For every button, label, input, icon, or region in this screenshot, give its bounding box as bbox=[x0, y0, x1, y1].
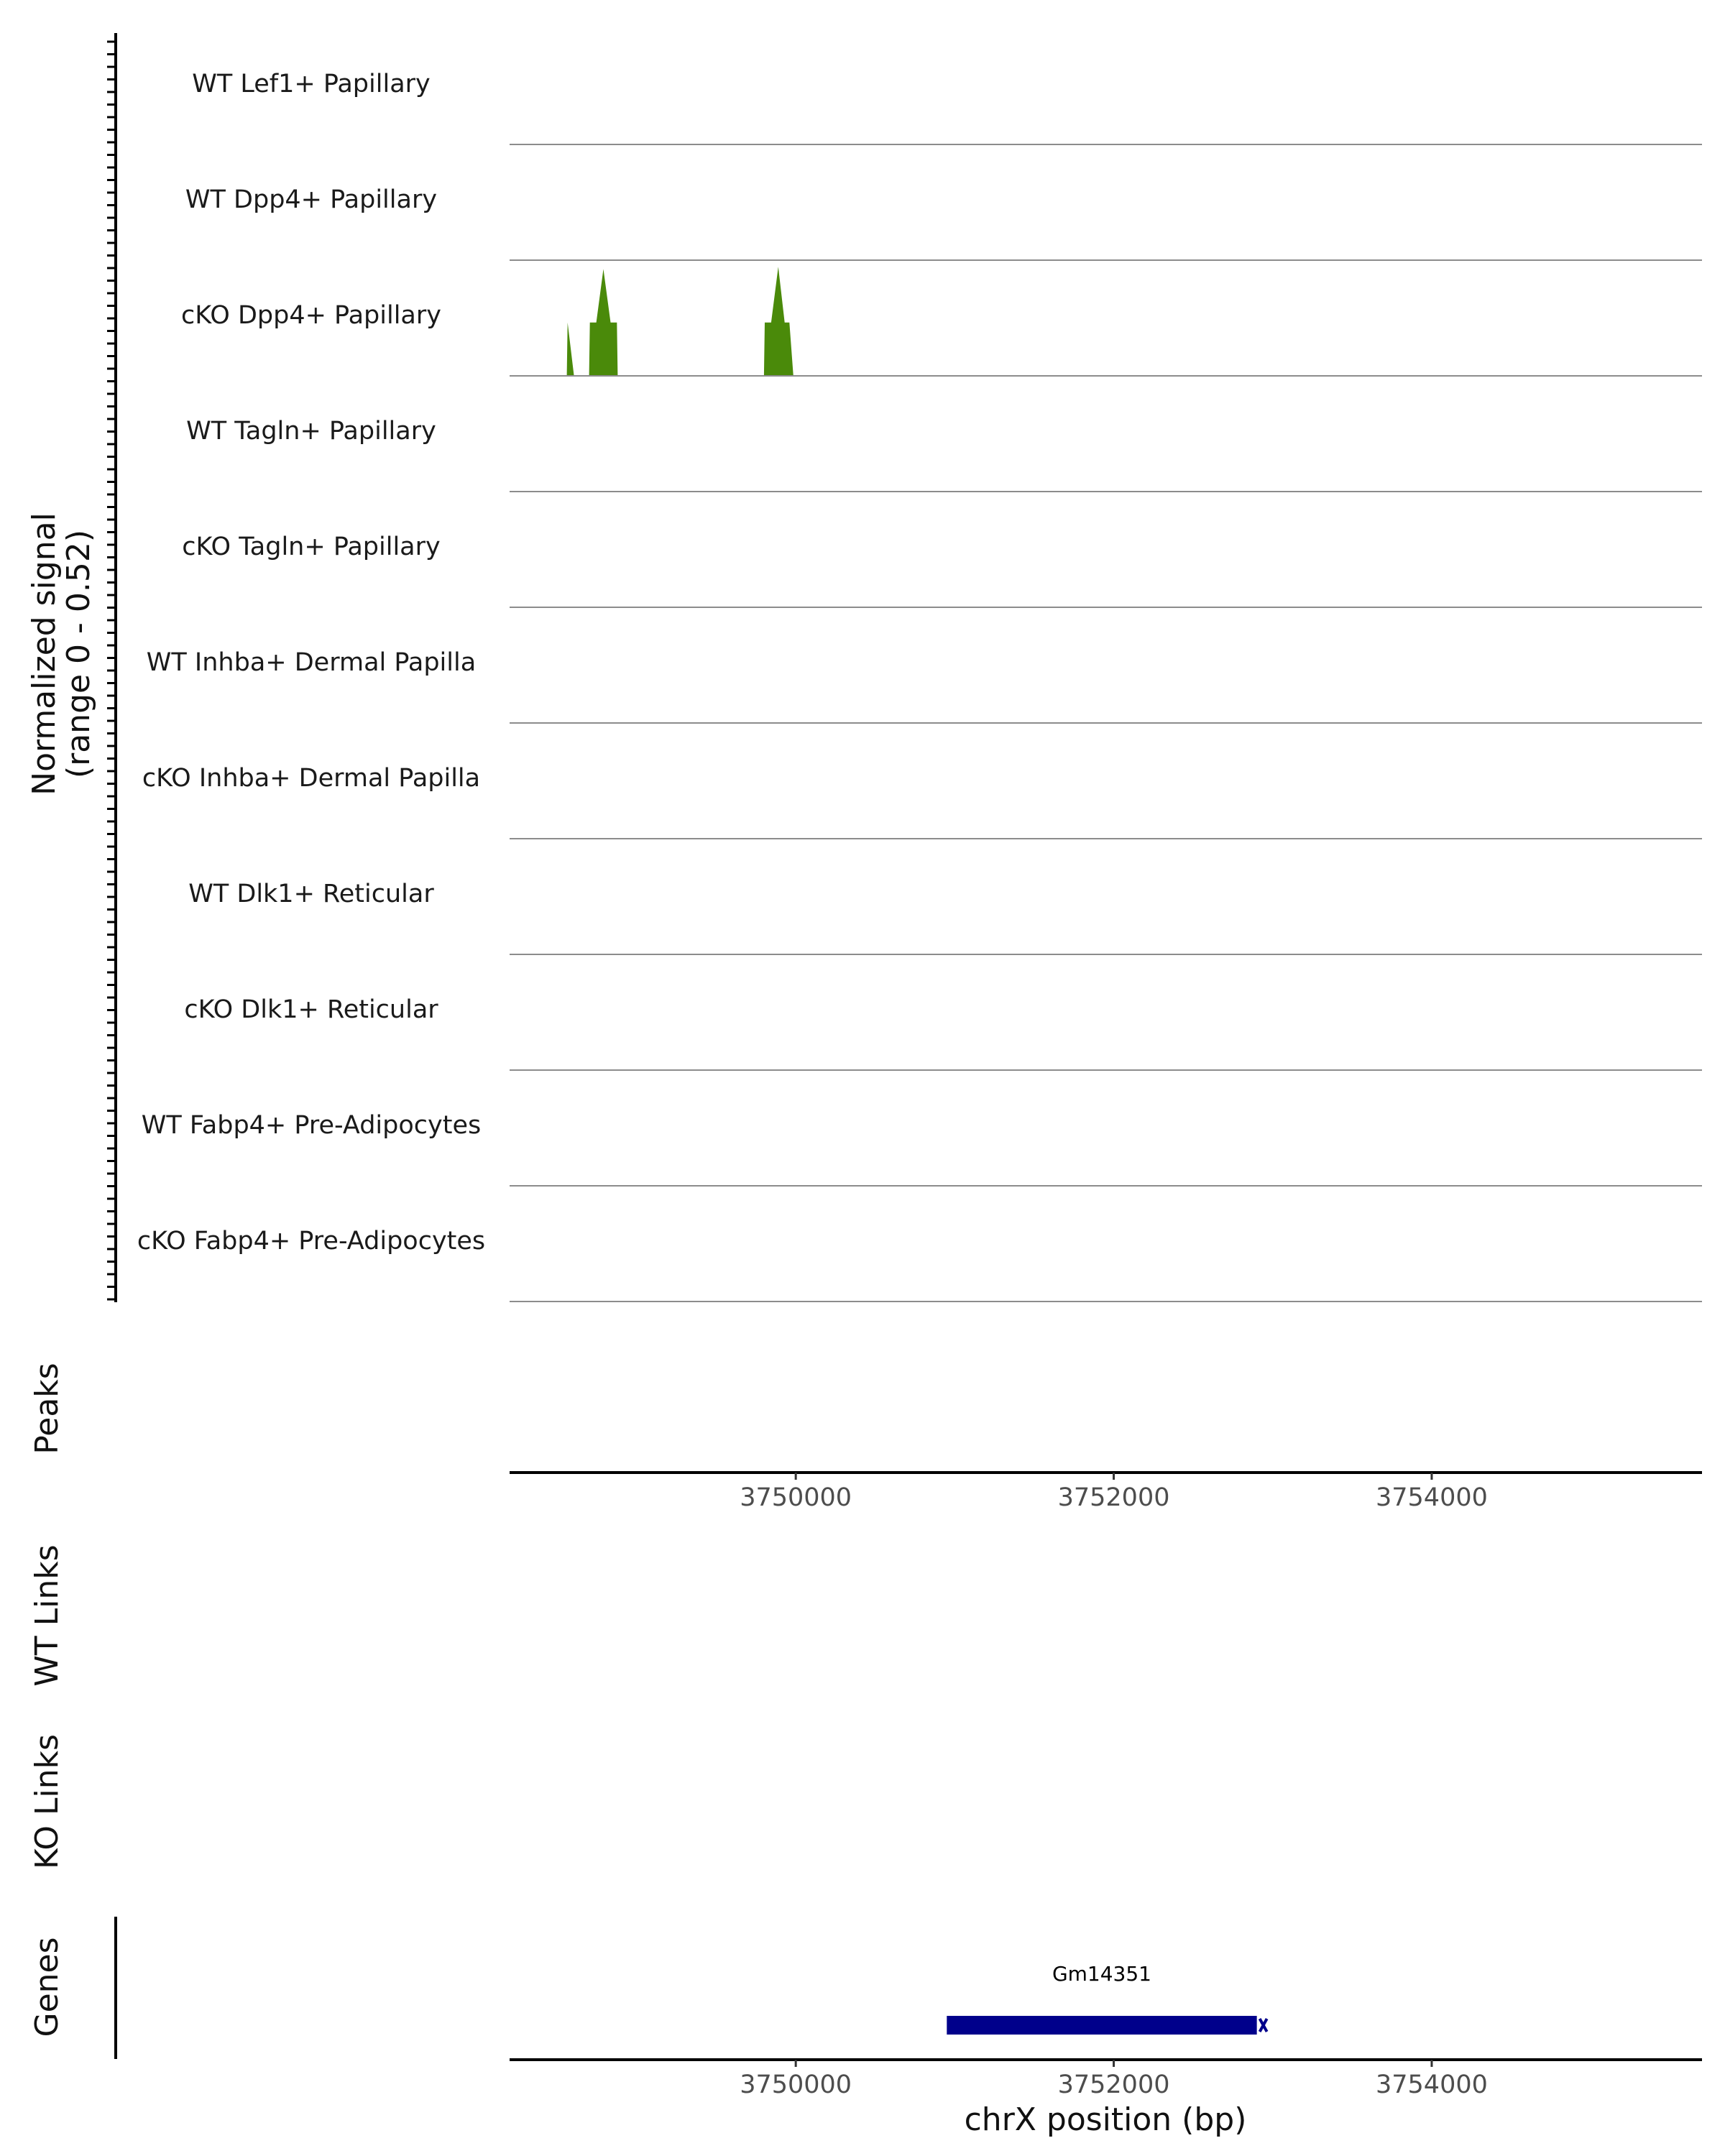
gene-strand-arrow bbox=[1132, 2018, 1141, 2032]
gene-strand-arrow bbox=[1103, 2018, 1112, 2032]
track-label: cKO Dlk1+ Reticular bbox=[184, 995, 438, 1024]
signal-track: cKO Inhba+ Dermal Papilla bbox=[142, 764, 1702, 839]
track-label: WT Lef1+ Papillary bbox=[192, 70, 431, 98]
track-label: WT Tagln+ Papillary bbox=[186, 417, 436, 446]
signal-y-axis-ticks bbox=[107, 40, 116, 1301]
gene-strand-arrow bbox=[1075, 2018, 1083, 2032]
gene-label: Gm14351 bbox=[1052, 1962, 1151, 1986]
signal-ylabel-line1: Normalized signal bbox=[26, 512, 63, 796]
track-label: WT Dpp4+ Papillary bbox=[185, 185, 437, 214]
gene-strand-arrow bbox=[1247, 2018, 1256, 2032]
signal-track: WT Dlk1+ Reticular bbox=[188, 880, 1702, 955]
signal-track: WT Lef1+ Papillary bbox=[192, 70, 1702, 145]
track-label: WT Dlk1+ Reticular bbox=[188, 880, 434, 908]
x-axis-tick-label: 3754000 bbox=[1376, 2070, 1488, 2099]
signal-track: cKO Fabp4+ Pre-Adipocytes bbox=[137, 1227, 1702, 1302]
gene-strand-arrow bbox=[1017, 2018, 1026, 2032]
signal-track: WT Inhba+ Dermal Papilla bbox=[147, 648, 1702, 724]
signal-y-axis bbox=[107, 33, 117, 1302]
gene-strand-arrow bbox=[960, 2018, 968, 2032]
peaks-x-axis-ticks: 3750000 3752000 3754000 bbox=[740, 1473, 1488, 1512]
track-label: cKO Fabp4+ Pre-Adipocytes bbox=[137, 1227, 485, 1256]
peaks-panel-label: Peaks bbox=[29, 1363, 65, 1454]
gene-strand-arrow bbox=[1218, 2018, 1227, 2032]
track-label: WT Inhba+ Dermal Papilla bbox=[147, 648, 476, 677]
track-label: cKO Tagln+ Papillary bbox=[182, 533, 441, 561]
gene-end-mark bbox=[1258, 2018, 1269, 2032]
gene-body bbox=[947, 2016, 1257, 2035]
signal-track: cKO Dlk1+ Reticular bbox=[184, 995, 1702, 1071]
x-axis-tick-label: 3750000 bbox=[740, 1483, 852, 1512]
wt-links-panel-label: WT Links bbox=[29, 1544, 65, 1686]
gene-track: Gm14351 bbox=[947, 1962, 1269, 2035]
track-label: WT Fabp4+ Pre-Adipocytes bbox=[142, 1111, 481, 1140]
x-axis-tick-label: 3752000 bbox=[1058, 1483, 1170, 1512]
signal-track: cKO Tagln+ Papillary bbox=[182, 533, 1702, 608]
signal-track: cKO Dpp4+ Papillary bbox=[181, 267, 1702, 377]
gene-strand-arrow bbox=[1190, 2018, 1198, 2032]
x-axis-title: chrX position (bp) bbox=[965, 2101, 1247, 2138]
signal-area bbox=[566, 267, 794, 376]
genes-x-axis-ticks: 3750000 3752000 3754000 bbox=[740, 2060, 1488, 2099]
signal-ylabel-line2: (range 0 - 0.52) bbox=[60, 530, 97, 778]
track-label: cKO Inhba+ Dermal Papilla bbox=[142, 764, 480, 793]
signal-track: WT Dpp4+ Papillary bbox=[185, 185, 1702, 261]
gene: Gm14351 bbox=[947, 1962, 1269, 2035]
x-axis-tick-label: 3752000 bbox=[1058, 2070, 1170, 2099]
gene-strand-arrow bbox=[988, 2018, 997, 2032]
signal-track: WT Fabp4+ Pre-Adipocytes bbox=[142, 1111, 1702, 1187]
ko-links-panel-label: KO Links bbox=[29, 1734, 65, 1869]
x-axis-tick-label: 3754000 bbox=[1376, 1483, 1488, 1512]
signal-track: WT Tagln+ Papillary bbox=[186, 417, 1702, 492]
signal-tracks: WT Lef1+ Papillary WT Dpp4+ Papillary cKO … bbox=[137, 70, 1702, 1302]
genes-panel-label: Genes bbox=[29, 1937, 65, 2037]
x-axis-tick-label: 3750000 bbox=[740, 2070, 852, 2099]
gene-strand-arrow bbox=[1046, 2018, 1054, 2032]
track-label: cKO Dpp4+ Papillary bbox=[181, 301, 441, 330]
gene-strand-arrow bbox=[1161, 2018, 1169, 2032]
